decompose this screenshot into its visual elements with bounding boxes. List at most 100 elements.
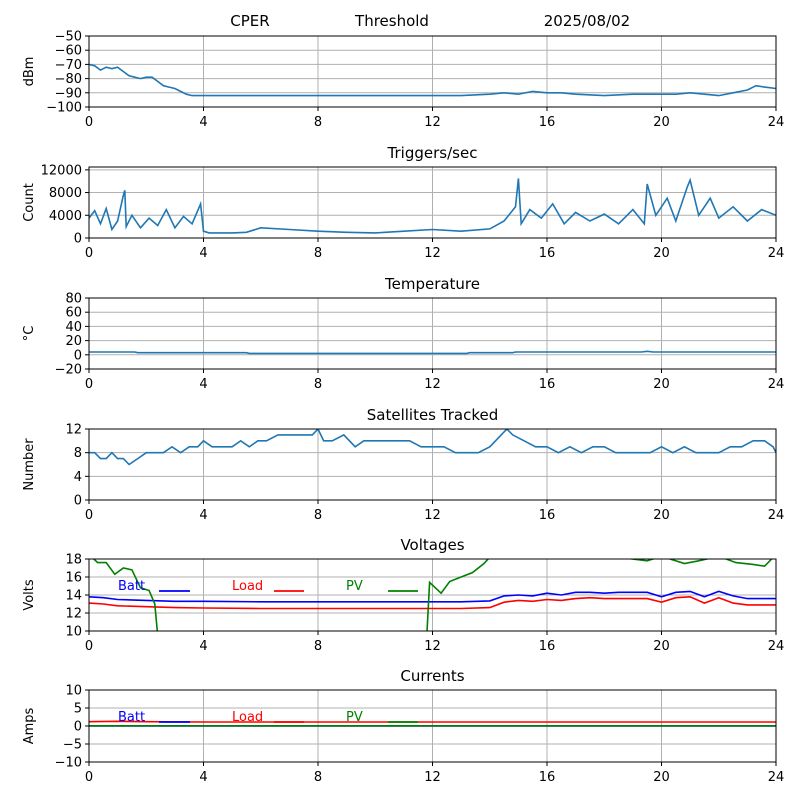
- chart-panel-0: 0 4 8 12 16 20 24 −50−60−70−80−90−100 dBm: [22, 30, 784, 131]
- y-axis-label: °C: [22, 326, 37, 342]
- chart-panel-1: 0 4 8 12 16 20 24 0 4000 8000 12000 Triggers/sec Cou…: [22, 144, 784, 261]
- x-tick-label: 20: [653, 639, 670, 654]
- y-tick-label: 5: [74, 702, 82, 717]
- x-tick-label: 24: [768, 246, 785, 261]
- x-tick-label: 4: [199, 770, 207, 785]
- x-tick-label: 16: [539, 639, 556, 654]
- chart-title: Triggers/sec: [387, 144, 478, 162]
- y-tick-label: 0: [74, 232, 82, 247]
- y-tick-label: 60: [65, 306, 82, 321]
- y-tick-label: 40: [65, 320, 82, 335]
- x-tick-label: 12: [424, 377, 441, 392]
- x-tick-label: 8: [314, 246, 322, 261]
- series-line-0: [89, 63, 776, 97]
- y-tick-label: 8: [74, 446, 82, 461]
- series-line-batt: [89, 590, 776, 603]
- chart-panel-5: 0 4 8 12 16 20 24 −10 −5 0 5 10 Currents Amps Batt Load…: [22, 667, 784, 785]
- y-tick-label: 16: [65, 571, 82, 586]
- y-tick-label: −70: [55, 58, 82, 73]
- y-tick-label: −50: [55, 30, 82, 45]
- y-tick-label: −90: [55, 86, 82, 101]
- y-tick-label: 80: [65, 292, 82, 307]
- chart-panel-4: 0 4 8 12 16 20 24 10 12 14 16 18 Voltages Volts Batt Lo…: [22, 536, 784, 654]
- x-tick-label: 12: [424, 508, 441, 523]
- x-tick-label: 20: [653, 508, 670, 523]
- x-tick-label: 20: [653, 377, 670, 392]
- x-tick-label: 4: [199, 115, 207, 130]
- y-tick-label: −5: [63, 738, 82, 753]
- x-tick-label: 24: [768, 770, 785, 785]
- y-axis-label: Volts: [22, 579, 37, 611]
- chart-title: Satellites Tracked: [367, 406, 498, 424]
- legend-label-load: Load: [232, 579, 263, 594]
- x-tick-label: 4: [199, 639, 207, 654]
- series-line-0: [89, 177, 776, 234]
- x-tick-label: 0: [85, 246, 93, 261]
- x-tick-label: 4: [199, 377, 207, 392]
- y-tick-label: 0: [74, 720, 82, 735]
- y-tick-label: 4: [74, 470, 82, 485]
- x-tick-label: 8: [314, 639, 322, 654]
- y-tick-label: −10: [55, 756, 82, 771]
- x-tick-label: 20: [653, 246, 670, 261]
- y-tick-label: 18: [65, 553, 82, 568]
- x-tick-label: 16: [539, 770, 556, 785]
- x-tick-label: 8: [314, 377, 322, 392]
- legend-label-pv: PV: [346, 579, 363, 594]
- chart-title: Voltages: [400, 536, 464, 554]
- y-tick-label: 0: [74, 348, 82, 363]
- series-line-0: [89, 350, 776, 355]
- series-line-load: [89, 595, 776, 610]
- legend-label-pv: PV: [346, 710, 363, 725]
- x-tick-label: 0: [85, 115, 93, 130]
- y-tick-label: −80: [55, 72, 82, 87]
- x-tick-label: 24: [768, 115, 785, 130]
- x-tick-label: 20: [653, 770, 670, 785]
- legend-label-batt: Batt: [118, 710, 145, 725]
- x-tick-label: 4: [199, 508, 207, 523]
- chart-title: Currents: [400, 667, 464, 685]
- x-tick-label: 16: [539, 508, 556, 523]
- y-axis-label: dBm: [22, 57, 37, 87]
- x-tick-label: 24: [768, 377, 785, 392]
- x-tick-label: 20: [653, 115, 670, 130]
- y-axis-label: Number: [22, 438, 37, 491]
- x-tick-label: 0: [85, 377, 93, 392]
- series-line-pv: [92, 559, 773, 631]
- y-tick-label: 8000: [49, 186, 82, 201]
- y-tick-label: 20: [65, 334, 82, 349]
- x-tick-label: 8: [314, 508, 322, 523]
- chart-title: Temperature: [384, 275, 480, 293]
- y-tick-label: 14: [65, 589, 82, 604]
- x-tick-label: 4: [199, 246, 207, 261]
- y-tick-label: −60: [55, 44, 82, 59]
- series-line-0: [89, 429, 776, 466]
- x-tick-label: 0: [85, 508, 93, 523]
- y-tick-label: 12: [65, 423, 82, 438]
- x-tick-label: 12: [424, 115, 441, 130]
- x-tick-label: 24: [768, 508, 785, 523]
- header-date: 2025/08/02: [544, 12, 630, 30]
- y-axis-label: Amps: [22, 707, 37, 744]
- x-tick-label: 0: [85, 770, 93, 785]
- y-tick-label: 10: [65, 625, 82, 640]
- x-tick-label: 16: [539, 246, 556, 261]
- x-tick-label: 0: [85, 639, 93, 654]
- legend-label-batt: Batt: [118, 579, 145, 594]
- y-tick-label: 0: [74, 494, 82, 509]
- x-tick-label: 12: [424, 246, 441, 261]
- x-tick-label: 16: [539, 377, 556, 392]
- y-tick-label: 12: [65, 607, 82, 622]
- y-tick-label: 4000: [49, 209, 82, 224]
- x-tick-label: 24: [768, 639, 785, 654]
- y-tick-label: 10: [65, 684, 82, 699]
- header-site: CPER: [230, 12, 269, 30]
- y-tick-label: −20: [55, 363, 82, 378]
- y-tick-label: 12000: [41, 163, 82, 178]
- x-tick-label: 12: [424, 639, 441, 654]
- y-axis-label: Count: [22, 183, 37, 222]
- x-tick-label: 12: [424, 770, 441, 785]
